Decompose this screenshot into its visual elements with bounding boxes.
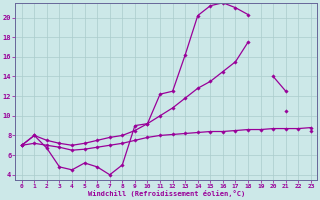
- X-axis label: Windchill (Refroidissement éolien,°C): Windchill (Refroidissement éolien,°C): [88, 190, 245, 197]
